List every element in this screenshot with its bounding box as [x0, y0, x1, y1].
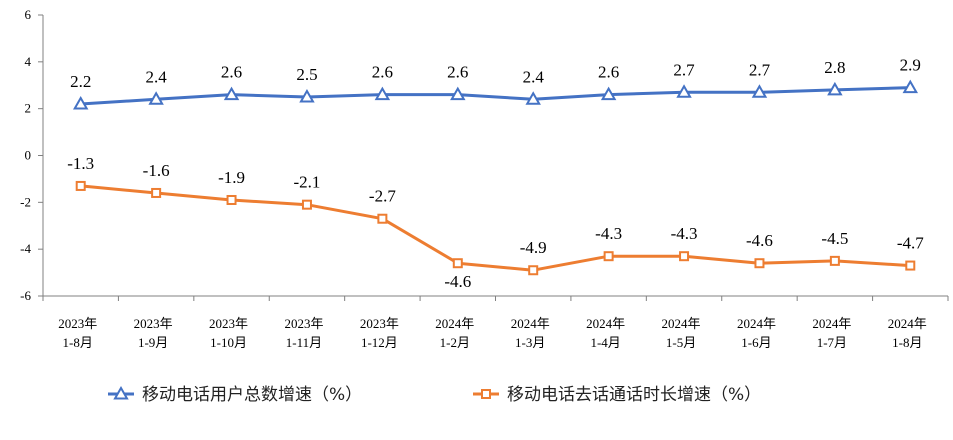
x-category-label: 1-8月: [892, 335, 922, 350]
legend-label: 移动电话去话通话时长增速（%）: [507, 385, 761, 405]
x-category-label: 1-2月: [440, 335, 470, 350]
x-category-label: 2024年: [888, 316, 927, 331]
data-label: -1.3: [67, 154, 94, 173]
data-label: 2.6: [598, 63, 619, 82]
data-label: 2.6: [447, 63, 468, 82]
data-point-triangle: [827, 81, 843, 96]
x-category-label: 2024年: [511, 316, 550, 331]
data-point-square: [226, 194, 237, 205]
data-point-triangle: [299, 88, 315, 103]
data-point-square: [829, 255, 840, 266]
data-point-square: [528, 265, 539, 276]
data-label: 2.8: [824, 58, 845, 77]
data-point-triangle: [374, 86, 391, 101]
data-label: -4.5: [821, 229, 848, 248]
x-category-label: 2024年: [737, 316, 776, 331]
data-point-triangle: [450, 86, 466, 101]
x-category-label: 2024年: [812, 316, 851, 331]
data-label: -4.7: [897, 234, 924, 253]
data-label: 2.7: [673, 60, 695, 79]
data-label: -4.9: [520, 238, 547, 257]
x-category-label: 1-10月: [210, 335, 247, 350]
legend-label: 移动电话用户总数增速（%）: [142, 385, 362, 405]
data-label: -4.3: [595, 224, 622, 243]
y-tick-label: 0: [25, 148, 32, 163]
data-point-triangle: [223, 86, 240, 101]
y-tick-label: -4: [20, 241, 31, 256]
x-category-label: 1-4月: [590, 335, 620, 350]
data-point-square: [301, 199, 312, 210]
data-label: -4.3: [671, 224, 698, 243]
data-point-square: [905, 260, 916, 271]
data-label: -2.7: [369, 187, 396, 206]
data-point-triangle: [902, 79, 919, 94]
data-label: 2.5: [296, 65, 317, 84]
data-point-square: [452, 258, 463, 269]
legend-marker-triangle: [113, 385, 129, 400]
x-category-label: 1-7月: [817, 335, 847, 350]
data-point-triangle: [751, 84, 768, 98]
data-label: -4.6: [746, 231, 773, 250]
data-label: 2.7: [749, 60, 771, 79]
x-category-label: 2023年: [284, 316, 323, 331]
data-point-triangle: [72, 95, 89, 110]
data-label: -1.6: [143, 161, 170, 180]
data-point-triangle: [676, 84, 692, 98]
data-label: -4.6: [444, 272, 471, 291]
data-point-square: [377, 213, 388, 224]
x-category-label: 2024年: [662, 316, 701, 331]
legend-marker-square: [481, 389, 491, 399]
x-category-label: 2023年: [209, 316, 248, 331]
data-label: 2.9: [900, 56, 921, 75]
y-tick-label: -6: [20, 288, 31, 303]
data-label: 2.4: [146, 67, 168, 86]
data-point-square: [603, 251, 614, 262]
y-tick-label: 4: [25, 54, 32, 69]
x-category-label: 1-11月: [286, 335, 322, 350]
y-tick-label: -2: [20, 194, 31, 209]
data-point-square: [75, 180, 86, 191]
x-category-label: 1-8月: [63, 335, 93, 350]
x-category-label: 2024年: [586, 316, 625, 331]
data-label: 2.2: [70, 72, 91, 91]
x-category-label: 1-6月: [741, 335, 771, 350]
data-label: 2.4: [523, 67, 545, 86]
x-category-label: 2023年: [134, 316, 173, 331]
x-category-label: 1-9月: [138, 335, 168, 350]
data-point-square: [151, 187, 162, 198]
x-category-label: 2023年: [58, 316, 97, 331]
data-label: -1.9: [218, 168, 245, 187]
x-category-label: 2023年: [360, 316, 399, 331]
data-label: 2.6: [372, 63, 393, 82]
x-category-label: 1-5月: [666, 335, 696, 350]
series-line: [79, 86, 912, 106]
x-category-label: 1-3月: [515, 335, 545, 350]
series-line: [79, 184, 912, 272]
data-point-square: [754, 258, 765, 269]
data-point-square: [679, 251, 690, 262]
x-category-label: 1-12月: [361, 335, 398, 350]
y-tick-label: 2: [25, 101, 32, 116]
data-label: -2.1: [293, 173, 320, 192]
y-tick-label: 6: [25, 7, 32, 22]
x-category-label: 2024年: [435, 316, 474, 331]
data-point-triangle: [525, 91, 541, 105]
data-point-triangle: [600, 86, 617, 101]
data-label: 2.6: [221, 63, 242, 82]
data-point-triangle: [148, 91, 164, 105]
